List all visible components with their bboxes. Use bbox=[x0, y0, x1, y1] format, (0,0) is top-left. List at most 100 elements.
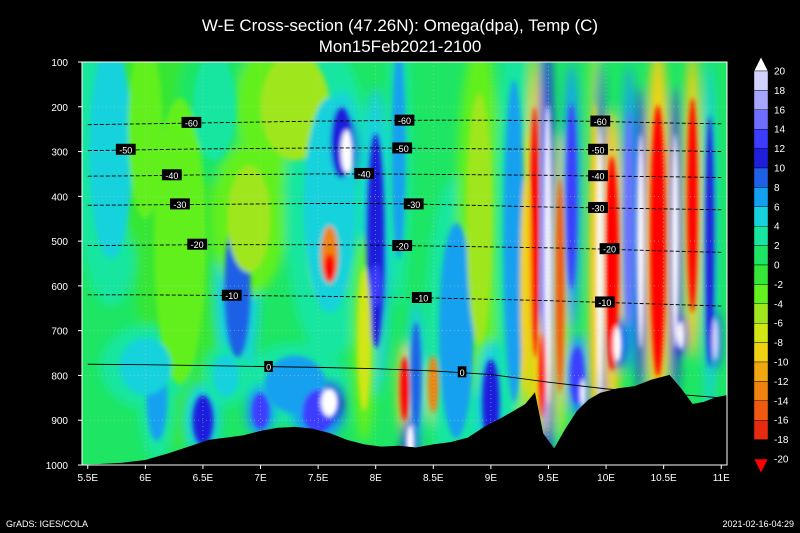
omega-cell-core bbox=[555, 178, 565, 394]
contour-label: -30 bbox=[170, 198, 190, 210]
colorbar-swatch bbox=[753, 206, 769, 227]
omega-cell-core bbox=[637, 133, 645, 349]
contour-label-text: 0 bbox=[460, 368, 465, 378]
contour-label-text: -10 bbox=[225, 291, 238, 301]
x-tick-label: 11E bbox=[713, 473, 730, 484]
x-tick-label: 9.5E bbox=[538, 473, 559, 484]
colorbar-swatch bbox=[753, 167, 769, 188]
contour-label-text: -30 bbox=[407, 200, 420, 210]
omega-cell-core bbox=[520, 178, 531, 394]
x-tick-label: 9E bbox=[485, 473, 498, 484]
y-tick-label: 800 bbox=[51, 371, 68, 382]
colorbar-label: -6 bbox=[774, 319, 783, 330]
contour-label: -20 bbox=[187, 238, 208, 250]
contour-label: 0 bbox=[264, 360, 273, 372]
contour-label: -20 bbox=[392, 240, 413, 252]
contour-label-text: -40 bbox=[358, 169, 371, 179]
x-tick-label: 8E bbox=[370, 473, 383, 484]
contour-label: -40 bbox=[161, 169, 182, 181]
contour-label-text: -20 bbox=[396, 242, 409, 252]
y-tick-label: 500 bbox=[51, 237, 68, 248]
x-tick-label: 6.5E bbox=[193, 473, 214, 484]
contour-label-box bbox=[403, 198, 424, 210]
temp-contour--10 bbox=[87, 294, 722, 307]
contour-label-text: -50 bbox=[591, 145, 604, 155]
colorbar-swatch bbox=[753, 109, 769, 130]
colorbar-label: 20 bbox=[774, 67, 786, 78]
colorbar-swatch bbox=[753, 400, 769, 421]
colorbar-swatch bbox=[753, 56, 769, 72]
colorbar-swatch bbox=[753, 70, 769, 91]
contour-label-box bbox=[588, 143, 608, 155]
x-tick-label: 6E bbox=[139, 473, 152, 484]
colorbar-swatch bbox=[753, 225, 769, 246]
contour-label-text: -40 bbox=[165, 171, 178, 181]
plot-area bbox=[82, 62, 727, 465]
omega-cell-core bbox=[597, 124, 604, 412]
colorbar-label: 2 bbox=[774, 241, 780, 252]
contour-label-text: -50 bbox=[119, 145, 132, 155]
omega-cell-core bbox=[192, 62, 237, 161]
colorbar-swatch bbox=[753, 284, 769, 304]
colorbar-swatch bbox=[753, 458, 769, 474]
contour-label-box bbox=[221, 289, 242, 301]
colorbar-swatch bbox=[753, 264, 769, 285]
colorbar-label: -10 bbox=[774, 358, 789, 369]
colorbar-label: -4 bbox=[774, 299, 783, 310]
contour-label-text: -20 bbox=[603, 245, 616, 255]
contour-label: -40 bbox=[588, 170, 608, 182]
omega-cell-core bbox=[590, 102, 599, 425]
colorbar-swatch bbox=[753, 245, 769, 266]
contour-label-box bbox=[170, 198, 190, 210]
colorbar-label: 0 bbox=[774, 261, 780, 272]
omega-cell-core bbox=[677, 320, 685, 350]
omega-cell-core bbox=[530, 106, 539, 358]
y-tick-label: 400 bbox=[51, 192, 68, 203]
contour-label-text: -30 bbox=[173, 200, 186, 210]
contour-label-box bbox=[590, 115, 611, 127]
omega-cell-core bbox=[705, 115, 715, 367]
contour-label-box bbox=[115, 143, 136, 155]
contour-label: -50 bbox=[392, 142, 413, 154]
x-tick-label: 5.5E bbox=[77, 473, 98, 484]
colorbar-label: -2 bbox=[774, 280, 783, 291]
y-tick-label: 700 bbox=[51, 327, 68, 338]
colorbar-label: -16 bbox=[774, 416, 789, 427]
colorbar-swatch bbox=[753, 342, 769, 363]
contour-label: -60 bbox=[394, 114, 415, 126]
contour-label: -60 bbox=[181, 116, 202, 128]
x-tick-label: 10E bbox=[597, 473, 615, 484]
colorbar-label: 10 bbox=[774, 164, 786, 175]
colorbar-label: 16 bbox=[774, 105, 786, 116]
contour-label: -10 bbox=[595, 296, 615, 308]
contour-label-text: -50 bbox=[396, 144, 409, 154]
x-tick-label: 10.5E bbox=[651, 473, 677, 484]
y-tick-label: 1000 bbox=[46, 461, 69, 472]
contour-label-box bbox=[264, 360, 273, 372]
colorbar-swatch bbox=[753, 420, 769, 440]
contour-label: -20 bbox=[599, 243, 620, 255]
omega-cell-core bbox=[357, 267, 372, 412]
omega-cell-core bbox=[323, 253, 336, 283]
contour-label-box bbox=[394, 114, 415, 126]
x-tick-label: 7.5E bbox=[308, 473, 329, 484]
contour-label-text: -60 bbox=[398, 116, 411, 126]
omega-cell-core bbox=[400, 356, 409, 422]
x-tick-label: 8.5E bbox=[423, 473, 444, 484]
contour-label-box bbox=[595, 296, 615, 308]
y-tick-label: 600 bbox=[51, 282, 68, 293]
contour-label-box bbox=[599, 243, 620, 255]
contour-label-box bbox=[411, 291, 432, 303]
contour-label: -60 bbox=[590, 115, 611, 127]
colorbar-swatch bbox=[753, 148, 769, 169]
omega-cell-core bbox=[391, 62, 406, 259]
omega-cell-core bbox=[466, 93, 493, 345]
omega-cell-core bbox=[503, 79, 525, 403]
contour-label: 0 bbox=[457, 366, 467, 378]
omega-cell-core bbox=[439, 223, 474, 439]
omega-cell-core bbox=[624, 111, 634, 327]
contour-label-text: -20 bbox=[191, 240, 204, 250]
contour-label-text: -30 bbox=[591, 203, 604, 213]
y-tick-label: 100 bbox=[51, 58, 68, 69]
